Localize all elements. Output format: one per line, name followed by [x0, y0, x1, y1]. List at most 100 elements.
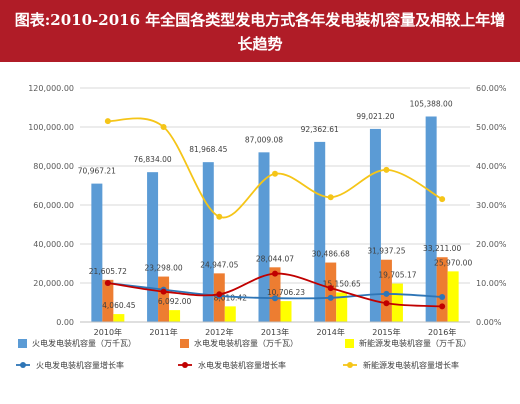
left-axis-tick-label: 80,000.00	[33, 162, 74, 171]
legend-label: 新能源发电装机容量（万千瓦）	[359, 338, 471, 348]
bar	[91, 183, 103, 322]
data-labels: 70,967.21 76,834.00 81,968.45 87,009.08 92,3…	[78, 99, 473, 310]
line-point	[383, 300, 390, 307]
right-axis-tick-label: 0.00%	[476, 318, 502, 327]
left-axis-tick-label: 40,000.00	[33, 240, 74, 249]
chart-title: 图表:2010-2016 年全国各类型发电方式各年发电装机容量及相较上年增长趋势	[0, 0, 520, 62]
line-point	[272, 170, 278, 177]
line-point	[327, 294, 334, 301]
line-point	[327, 194, 334, 201]
legend: 火电发电装机容量（万千瓦） 水电发电装机容量（万千瓦） 新能源发电装机容量（万千瓦）…	[16, 338, 471, 370]
bar	[325, 262, 337, 322]
bar	[447, 271, 459, 322]
right-axis-tick-label: 20.00%	[476, 240, 507, 249]
x-axis-tick-label: 2012年	[205, 327, 233, 337]
legend-marker	[347, 362, 353, 368]
data-label: 25,970.00	[434, 258, 472, 267]
legend-marker	[20, 362, 26, 368]
legend-label: 水电发电装机容量增长率	[198, 360, 286, 370]
left-axis-tick-label: 60,000.00	[33, 201, 74, 210]
bar	[102, 279, 114, 322]
bar	[380, 259, 392, 322]
data-label: 105,388.00	[410, 99, 453, 108]
data-label: 99,021.20	[356, 112, 394, 121]
legend-swatch	[18, 339, 27, 348]
left-axis-tick-label: 120,000.00	[28, 84, 74, 93]
bar	[269, 267, 281, 322]
line-point	[160, 288, 167, 295]
bar	[147, 172, 159, 322]
left-axis-tick-label: 100,000.00	[28, 123, 74, 132]
chart: 70,967.21 76,834.00 81,968.45 87,009.08 92,3…	[16, 84, 507, 370]
x-axis-tick-label: 2013年	[261, 327, 289, 337]
bar	[280, 301, 292, 322]
data-label: 70,967.21	[78, 167, 116, 176]
data-label: 4,060.45	[102, 301, 136, 310]
bar	[202, 162, 214, 322]
axes: 0.00 20,000.00 40,000.00 60,000.00 80,000.00…	[28, 84, 507, 337]
line-point	[272, 295, 278, 302]
line-point	[383, 290, 390, 297]
right-axis-tick-label: 60.00%	[476, 84, 507, 93]
bar	[169, 310, 181, 322]
data-label: 23,298.00	[144, 264, 182, 273]
legend-swatch	[345, 339, 354, 348]
legend-label: 火电发电装机容量增长率	[36, 360, 124, 370]
line-point	[383, 166, 390, 173]
line-point	[104, 118, 111, 125]
trend-lines	[104, 117, 446, 310]
x-axis-tick-label: 2015年	[372, 327, 400, 337]
data-label: 15,150.65	[323, 279, 361, 288]
x-axis-tick-label: 2010年	[94, 327, 122, 337]
right-axis-tick-label: 30.00%	[476, 201, 507, 210]
data-label: 8,010.42	[214, 293, 248, 302]
legend-label: 火电发电装机容量（万千瓦）	[32, 338, 136, 348]
grid	[80, 87, 470, 323]
bar	[436, 257, 448, 322]
data-label: 92,362.61	[301, 125, 339, 134]
left-axis-tick-label: 0.00	[56, 318, 74, 327]
data-label: 31,937.25	[367, 247, 405, 256]
line-point	[327, 285, 334, 292]
left-axis-tick-label: 20,000.00	[33, 279, 74, 288]
bar	[391, 283, 403, 322]
legend-marker	[182, 362, 188, 368]
data-label: 76,834.00	[133, 155, 171, 164]
data-label: 19,705.17	[378, 271, 416, 280]
bar	[158, 276, 170, 322]
right-axis-tick-label: 50.00%	[476, 123, 507, 132]
bar	[258, 152, 270, 322]
legend-label: 新能源发电装机容量增长率	[363, 360, 459, 370]
line-point	[439, 196, 446, 203]
line-point	[104, 280, 111, 286]
bar	[113, 314, 125, 322]
bar	[224, 306, 236, 322]
x-axis-tick-label: 2014年	[317, 327, 345, 337]
x-axis-tick-label: 2016年	[428, 327, 456, 337]
legend-label: 水电发电装机容量（万千瓦）	[194, 338, 298, 348]
data-label: 81,968.45	[189, 145, 227, 154]
line-point	[439, 303, 446, 310]
data-label: 87,009.08	[245, 135, 283, 144]
data-label: 6,092.00	[158, 297, 192, 306]
line-point	[216, 213, 223, 220]
data-label: 30,486.68	[312, 250, 350, 259]
data-label: 10,706.23	[267, 288, 305, 297]
line-point	[160, 124, 167, 130]
bar	[369, 128, 381, 322]
right-axis-tick-label: 40.00%	[476, 162, 507, 171]
line-point	[439, 294, 446, 301]
bar	[425, 116, 437, 322]
line-point	[272, 270, 278, 277]
bar	[336, 292, 348, 322]
right-axis-tick-label: 10.00%	[476, 279, 507, 288]
data-label: 28,044.07	[256, 254, 294, 263]
line-point	[216, 291, 223, 298]
data-label: 33,211.00	[423, 244, 461, 253]
x-axis-tick-label: 2011年	[149, 327, 177, 337]
data-label: 21,605.72	[89, 267, 127, 276]
bar	[314, 141, 326, 322]
legend-swatch	[180, 339, 189, 348]
data-label: 24,947.05	[200, 260, 238, 269]
